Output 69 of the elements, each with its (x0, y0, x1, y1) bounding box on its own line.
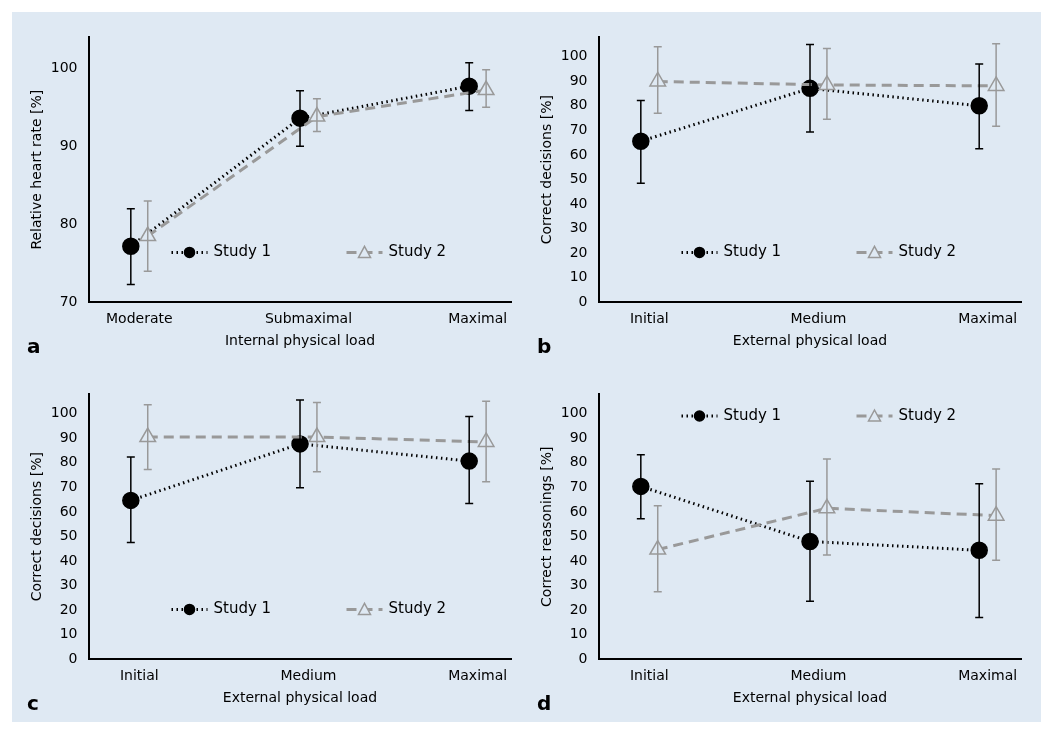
y-axis-title: Correct reasonings [%] (538, 446, 555, 607)
x-tick-label: Initial (629, 667, 669, 684)
x-axis-title: External physical load (222, 689, 378, 706)
x-tick-label: Maximal (958, 310, 1018, 327)
y-tick-label: 100 (560, 47, 588, 64)
y-tick-label: 60 (569, 502, 588, 519)
y-tick-label: 30 (569, 576, 588, 593)
text: b (537, 334, 552, 358)
legend-label: Study 1 (213, 599, 272, 618)
y-tick-label: 70 (569, 478, 588, 495)
y-tick-label: 90 (569, 71, 588, 88)
y-tick-label: 100 (50, 58, 78, 75)
y-axis-title: Correct decisions [%] (28, 452, 45, 602)
legend-label: Study 1 (723, 242, 782, 261)
y-tick-label: 0 (578, 293, 588, 310)
x-tick-label: Maximal (448, 310, 508, 327)
y-tick-label: 90 (59, 136, 78, 153)
y-tick-label: 60 (59, 502, 78, 519)
y-tick-label: 80 (59, 214, 78, 231)
y-tick-label: 40 (569, 194, 588, 211)
y-axis-title: Relative heart rate [%] (28, 89, 45, 250)
legend-label: Study 2 (898, 242, 957, 261)
y-tick-label: 40 (569, 551, 588, 568)
y-tick-label: 50 (59, 527, 78, 544)
y-tick-label: 90 (569, 428, 588, 445)
legend-label: Study 2 (898, 405, 957, 424)
y-tick-label: 20 (59, 600, 78, 617)
y-tick-label: 20 (569, 243, 588, 260)
x-tick-label: Initial (629, 310, 669, 327)
y-tick-label: 0 (68, 650, 78, 667)
legend-label: Study 1 (723, 405, 782, 424)
text: d (537, 691, 552, 715)
x-tick-label: Medium (790, 667, 847, 684)
x-axis-title: External physical load (732, 332, 888, 349)
y-tick-label: 60 (569, 145, 588, 162)
y-tick-label: 50 (569, 170, 588, 187)
y-tick-label: 30 (59, 576, 78, 593)
y-tick-label: 20 (569, 600, 588, 617)
y-tick-label: 80 (569, 453, 588, 470)
y-tick-label: 10 (569, 625, 588, 642)
x-tick-label: Medium (280, 667, 337, 684)
text: a (27, 334, 41, 358)
x-tick-label: Submaximal (264, 310, 353, 327)
legend-label: Study 2 (388, 242, 447, 261)
y-tick-label: 30 (569, 219, 588, 236)
y-tick-label: 40 (59, 551, 78, 568)
text: c (27, 691, 39, 715)
x-tick-label: Moderate (105, 310, 173, 327)
y-tick-label: 70 (569, 121, 588, 138)
x-tick-label: Medium (790, 310, 847, 327)
y-tick-label: 50 (569, 527, 588, 544)
x-tick-label: Maximal (448, 667, 508, 684)
y-tick-label: 70 (59, 478, 78, 495)
y-tick-label: 100 (560, 404, 588, 421)
y-tick-label: 10 (569, 268, 588, 285)
x-axis-title: External physical load (732, 689, 888, 706)
y-tick-label: 70 (59, 293, 78, 310)
x-tick-label: Initial (119, 667, 159, 684)
y-tick-label: 80 (569, 96, 588, 113)
y-tick-label: 10 (59, 625, 78, 642)
x-axis-title: Internal physical load (224, 332, 376, 349)
y-tick-label: 90 (59, 428, 78, 445)
y-tick-label: 0 (578, 650, 588, 667)
y-tick-label: 100 (50, 404, 78, 421)
x-tick-label: Maximal (958, 667, 1018, 684)
legend-label: Study 2 (388, 599, 447, 618)
y-tick-label: 80 (59, 453, 78, 470)
legend-label: Study 1 (213, 242, 272, 261)
y-axis-title: Correct decisions [%] (538, 95, 555, 245)
